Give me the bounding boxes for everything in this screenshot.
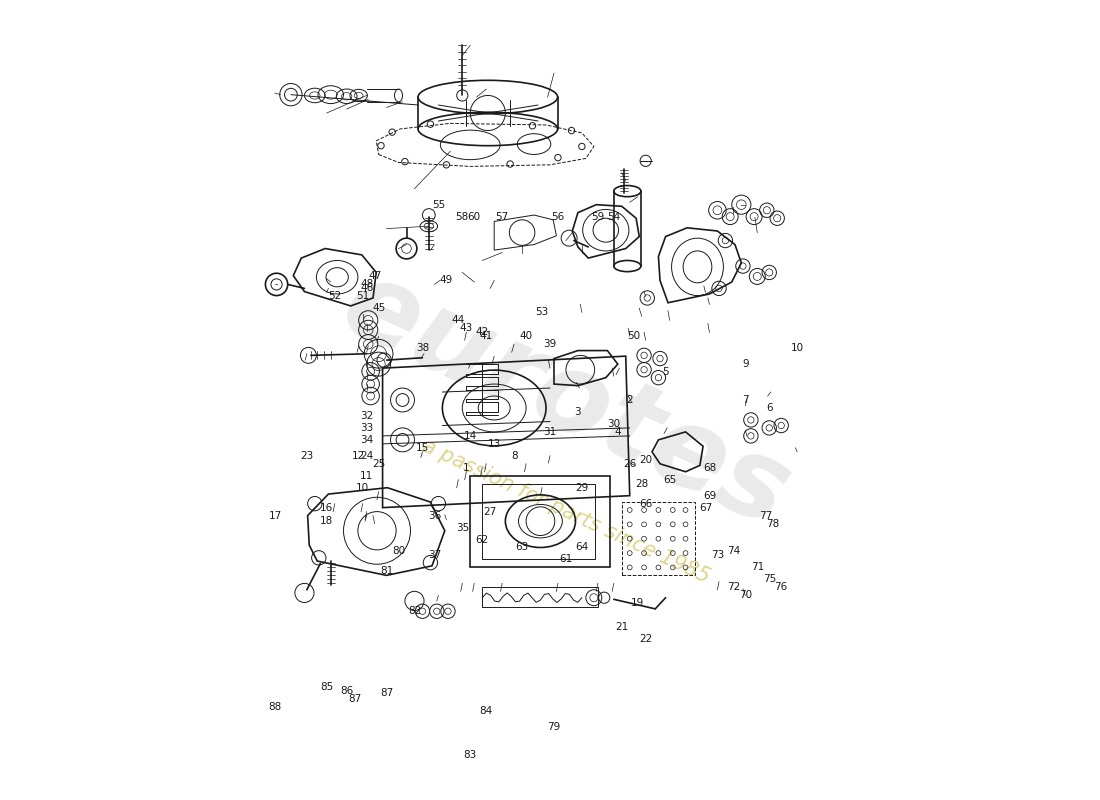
Text: 34: 34 — [360, 435, 373, 445]
Text: 55: 55 — [432, 200, 446, 210]
Text: 38: 38 — [416, 343, 429, 353]
Text: 50: 50 — [627, 331, 640, 342]
Text: 15: 15 — [416, 443, 429, 453]
Text: 35: 35 — [455, 522, 469, 533]
Text: 3: 3 — [574, 407, 581, 417]
Text: 17: 17 — [268, 510, 282, 521]
Text: 24: 24 — [360, 451, 373, 461]
Text: 51: 51 — [356, 291, 370, 302]
Text: 88: 88 — [268, 702, 282, 712]
Text: 53: 53 — [536, 307, 549, 318]
Text: 37: 37 — [428, 550, 441, 561]
Text: 49: 49 — [440, 275, 453, 286]
Text: 48: 48 — [360, 279, 373, 290]
Text: 54: 54 — [607, 212, 620, 222]
Text: 40: 40 — [519, 331, 532, 342]
Text: 27: 27 — [484, 506, 497, 517]
Text: 31: 31 — [543, 427, 557, 437]
Bar — [621, 502, 695, 575]
Text: 42: 42 — [475, 327, 488, 338]
Text: 39: 39 — [543, 339, 557, 349]
Text: 43: 43 — [460, 323, 473, 334]
Text: 87: 87 — [379, 687, 393, 698]
Text: 13: 13 — [487, 439, 500, 449]
Text: 59: 59 — [591, 212, 605, 222]
Text: 52: 52 — [328, 291, 341, 302]
Text: 22: 22 — [639, 634, 652, 644]
Text: 80: 80 — [392, 546, 405, 557]
Text: 68: 68 — [703, 462, 716, 473]
Bar — [471, 476, 609, 567]
Text: 21: 21 — [615, 622, 628, 632]
Text: 25: 25 — [372, 458, 385, 469]
Text: 69: 69 — [703, 490, 716, 501]
Text: 76: 76 — [774, 582, 788, 592]
Text: 8: 8 — [510, 451, 517, 461]
Text: 28: 28 — [635, 478, 648, 489]
Bar — [482, 484, 595, 559]
Text: 23: 23 — [300, 451, 313, 461]
Text: 60: 60 — [468, 212, 481, 222]
Text: 32: 32 — [360, 411, 373, 421]
Text: 41: 41 — [480, 331, 493, 342]
Text: 75: 75 — [762, 574, 776, 584]
Text: 67: 67 — [698, 502, 712, 513]
Text: 73: 73 — [711, 550, 724, 561]
Text: 56: 56 — [551, 212, 564, 222]
Text: 65: 65 — [663, 474, 676, 485]
Text: 46: 46 — [360, 283, 373, 294]
Text: 66: 66 — [639, 498, 652, 509]
Text: 2: 2 — [626, 395, 632, 405]
Text: 78: 78 — [767, 518, 780, 529]
Text: 79: 79 — [548, 722, 561, 732]
Text: 16: 16 — [320, 502, 333, 513]
Text: 10: 10 — [791, 343, 804, 353]
Text: 44: 44 — [452, 315, 465, 326]
Text: 70: 70 — [739, 590, 752, 600]
Text: 9: 9 — [742, 359, 749, 369]
Text: 20: 20 — [639, 454, 652, 465]
Text: 74: 74 — [727, 546, 740, 557]
Text: 82: 82 — [408, 606, 421, 616]
Text: 72: 72 — [727, 582, 740, 592]
Text: 71: 71 — [750, 562, 763, 573]
Text: 33: 33 — [360, 423, 373, 433]
Bar — [482, 587, 597, 607]
Text: 30: 30 — [607, 419, 620, 429]
Text: 86: 86 — [340, 686, 353, 696]
Text: 84: 84 — [480, 706, 493, 716]
Text: 61: 61 — [559, 554, 573, 565]
Text: 5: 5 — [662, 367, 669, 377]
Text: 64: 64 — [575, 542, 589, 553]
Text: 47: 47 — [368, 271, 382, 282]
Text: 7: 7 — [742, 395, 749, 405]
Text: a passion for parts since 1985: a passion for parts since 1985 — [419, 436, 713, 587]
Text: 77: 77 — [759, 510, 772, 521]
Text: 14: 14 — [464, 431, 477, 441]
Text: 12: 12 — [352, 451, 365, 461]
Text: 1: 1 — [463, 462, 470, 473]
Text: 11: 11 — [360, 470, 373, 481]
Text: 57: 57 — [495, 212, 509, 222]
Text: 45: 45 — [372, 303, 385, 314]
Text: 36: 36 — [428, 510, 441, 521]
Text: 62: 62 — [475, 534, 488, 545]
Text: 6: 6 — [766, 403, 772, 413]
Text: 58: 58 — [455, 212, 469, 222]
Text: 85: 85 — [320, 682, 333, 692]
Text: 29: 29 — [575, 482, 589, 493]
Text: 87: 87 — [348, 694, 361, 704]
Text: 63: 63 — [516, 542, 529, 553]
Text: 19: 19 — [631, 598, 645, 608]
Text: 18: 18 — [320, 516, 333, 526]
Text: 10: 10 — [356, 482, 370, 493]
Text: 26: 26 — [623, 458, 636, 469]
Text: eurotes: eurotes — [326, 250, 806, 550]
Text: 81: 81 — [379, 566, 393, 577]
Text: 83: 83 — [464, 750, 477, 760]
Text: 4: 4 — [615, 427, 622, 437]
